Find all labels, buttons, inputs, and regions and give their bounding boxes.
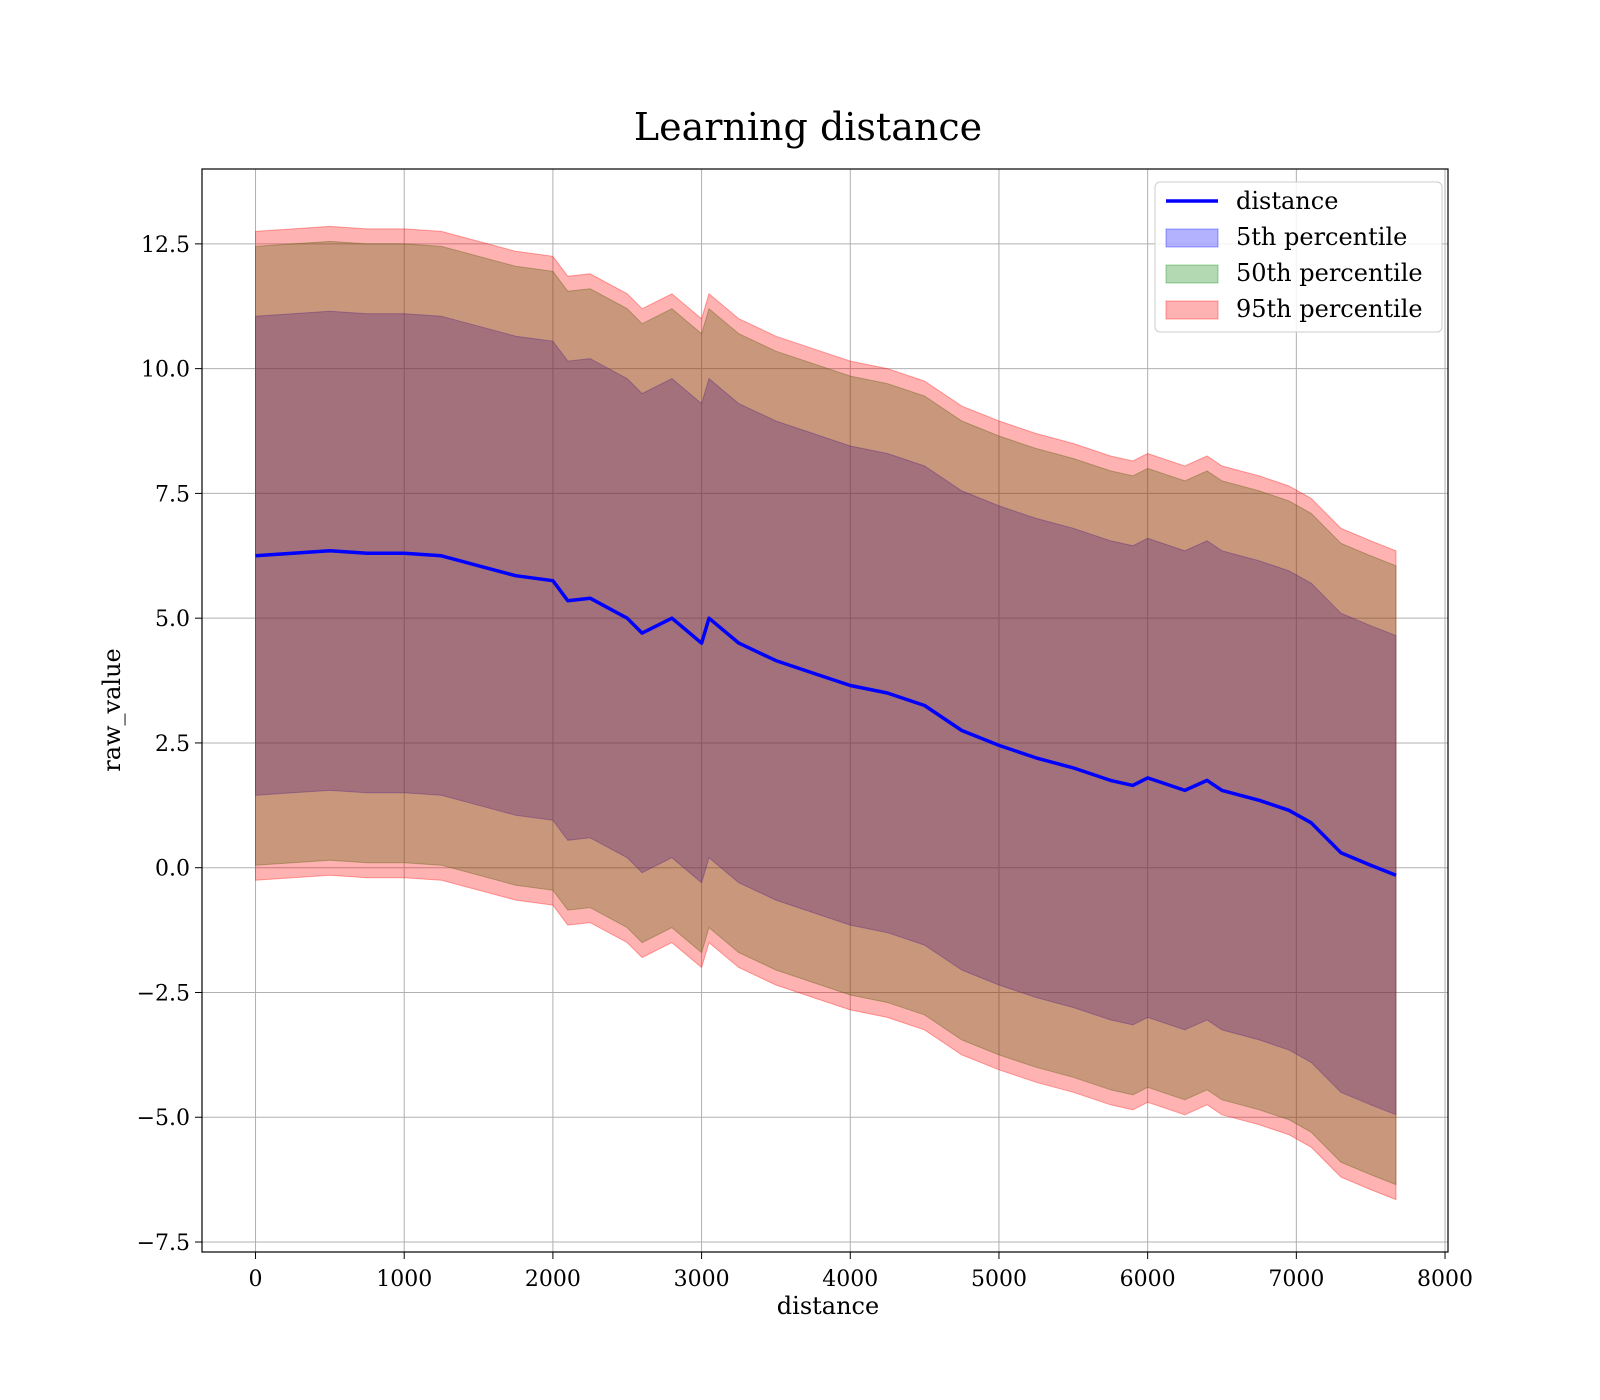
x-tick-label: 2000 bbox=[525, 1267, 581, 1292]
legend-swatch-95th-percentile bbox=[1165, 300, 1219, 320]
y-tick-label: −5.0 bbox=[137, 1106, 190, 1131]
legend-label-95th-percentile: 95th percentile bbox=[1236, 295, 1423, 323]
x-tick-label: 6000 bbox=[1120, 1267, 1176, 1292]
y-tick-label: 12.5 bbox=[141, 233, 190, 258]
percentile-bands bbox=[255, 225, 1397, 1201]
x-axis-label: distance bbox=[777, 1292, 879, 1320]
50th-percentile-band bbox=[255, 240, 1397, 1186]
y-tick-label: 7.5 bbox=[155, 482, 190, 507]
legend-label-distance: distance bbox=[1236, 187, 1338, 215]
y-tick-label: 10.0 bbox=[141, 358, 190, 383]
grid bbox=[202, 169, 1448, 1252]
plot-frame bbox=[201, 168, 1449, 1253]
y-tick-label: −2.5 bbox=[137, 981, 190, 1006]
5th-percentile-band bbox=[255, 310, 1397, 1116]
y-tick-label: 2.5 bbox=[155, 732, 190, 757]
x-tick-label: 1000 bbox=[376, 1267, 432, 1292]
y-tick-label: 5.0 bbox=[155, 607, 190, 632]
y-tick-label: −7.5 bbox=[137, 1231, 190, 1256]
distance-line bbox=[255, 549, 1397, 877]
distance-line-layer bbox=[255, 549, 1397, 877]
y-axis-label: raw_value bbox=[98, 648, 126, 772]
x-tick-label: 3000 bbox=[674, 1267, 730, 1292]
x-tick-label: 4000 bbox=[822, 1267, 878, 1292]
chart-title: Learning distance bbox=[634, 105, 982, 149]
legend-items: distance 5th percentile 50th percentile 95t… bbox=[1165, 187, 1423, 323]
legend-frame bbox=[1154, 181, 1443, 333]
legend-label-50th-percentile: 50th percentile bbox=[1236, 259, 1423, 287]
x-tick-label: 0 bbox=[249, 1267, 263, 1292]
y-tick-label: 0.0 bbox=[155, 857, 190, 882]
legend-swatch-5th-percentile bbox=[1165, 228, 1219, 248]
legend-label-5th-percentile: 5th percentile bbox=[1236, 223, 1407, 251]
legend-swatch-50th-percentile bbox=[1165, 264, 1219, 284]
legend: distance 5th percentile 50th percentile 95t… bbox=[1154, 181, 1443, 333]
x-tick-label: 5000 bbox=[971, 1267, 1027, 1292]
axis-ticks: 0 1000 2000 3000 4000 5000 6000 7000 8000 −7.5 −5.… bbox=[137, 233, 1473, 1292]
95th-percentile-band bbox=[255, 225, 1397, 1201]
x-tick-label: 7000 bbox=[1268, 1267, 1324, 1292]
x-tick-label: 8000 bbox=[1417, 1267, 1473, 1292]
